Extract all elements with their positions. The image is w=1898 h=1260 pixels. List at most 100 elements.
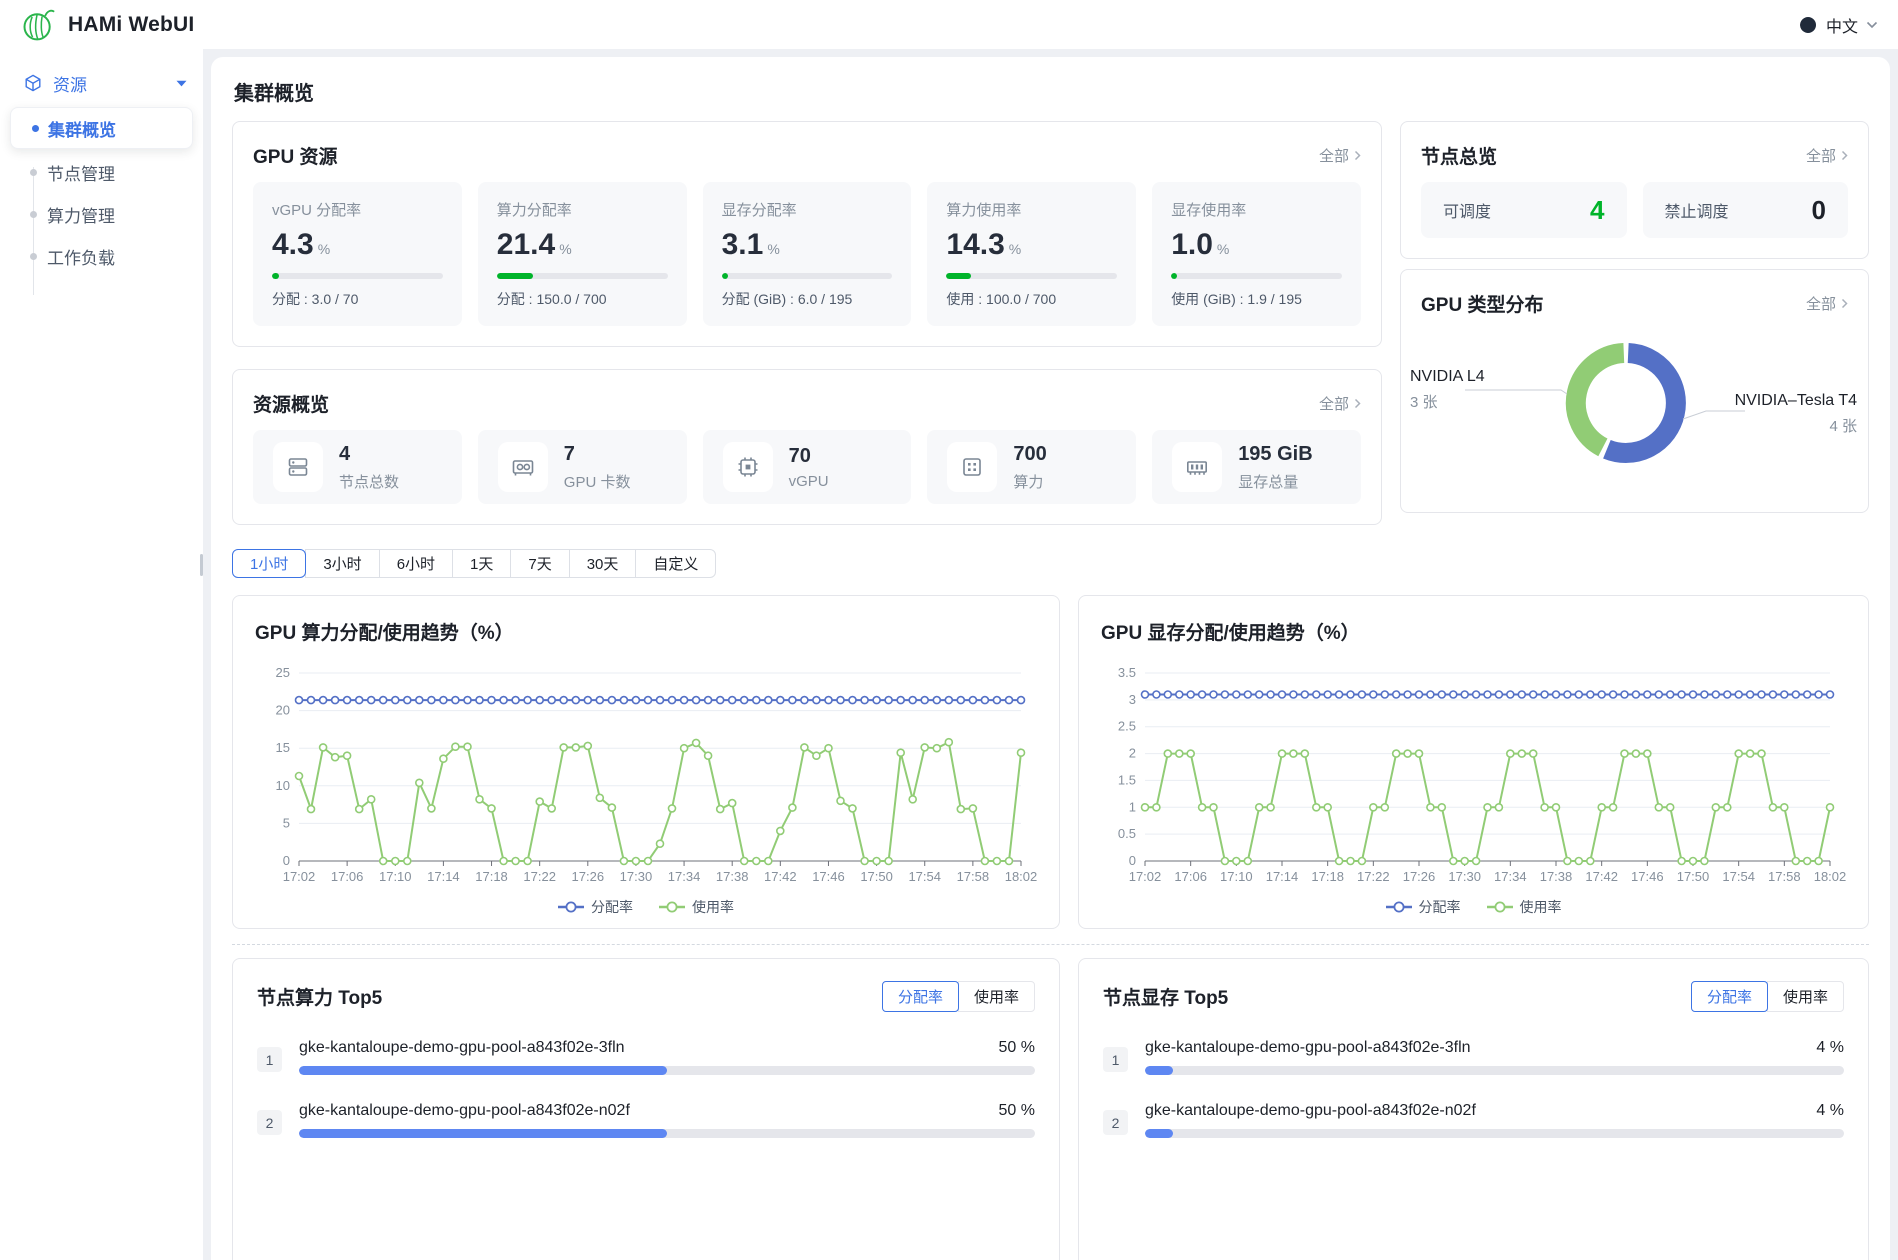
sidebar-collapse-handle[interactable] [200,554,203,576]
gpu-type-view-all-link[interactable]: 全部 [1806,293,1848,314]
node-progress-bar [1145,1066,1844,1075]
svg-text:17:06: 17:06 [1174,869,1207,884]
svg-text:17:34: 17:34 [1494,869,1527,884]
sidebar-item-label: 集群概览 [48,120,116,140]
legend-item[interactable]: 分配率 [558,897,633,917]
time-tab-7天[interactable]: 7天 [510,549,570,578]
chevron-down-icon [1866,21,1878,28]
gpu-type-distribution-title: GPU 类型分布 [1421,295,1544,316]
compute-trend-title: GPU 算力分配/使用趋势（%） [255,623,514,644]
active-dot [32,124,39,132]
time-tab-30天[interactable]: 30天 [568,549,637,578]
legend-item[interactable]: 分配率 [1385,897,1461,917]
svg-text:1.5: 1.5 [1118,772,1136,787]
time-tab-3小时[interactable]: 3小时 [305,549,380,578]
svg-text:17:38: 17:38 [716,869,749,884]
item-dot [30,168,37,176]
gpu-type-distribution-card: GPU 类型分布 全部 NVIDIA L4 3 张 NVID [1400,269,1869,513]
time-tab-6小时[interactable]: 6小时 [378,549,454,578]
memory-trend-legend: 分配率 使用率 [1101,897,1846,917]
view-all-label: 全部 [1318,148,1349,165]
resource-compute: 700 算力 [927,430,1137,504]
page-title: 集群概览 [234,83,314,105]
svg-text:17:58: 17:58 [1768,869,1801,884]
resource-overview-view-all-link[interactable]: 全部 [1319,393,1361,414]
vgpu-icon [722,442,773,492]
sidebar-item-node-management[interactable]: 节点管理 [0,151,203,193]
metric-caption: 使用 (GiB) : 1.9 / 195 [1171,291,1302,307]
metric-compute-allocation: 算力分配率 21.4% 分配 : 150.0 / 700 [477,182,687,326]
svg-text:1: 1 [1129,799,1136,814]
chevron-right-icon [1354,398,1361,409]
svg-text:20: 20 [276,703,290,718]
metric-label: vGPU 分配率 [272,202,362,219]
rank-badge: 1 [257,1047,282,1072]
svg-text:17:50: 17:50 [1677,869,1710,884]
pie-label-nvidia-l4: NVIDIA L4 3 张 [1410,368,1485,412]
time-range-tabs: 1小时 3小时 6小时 1天 7天 30天 自定义 [232,549,717,578]
node-percent: 4 % [1816,1102,1844,1119]
toggle-allocation-rate[interactable]: 分配率 [881,981,959,1012]
metric-vgpu-allocation: vGPU 分配率 4.3% 分配 : 3.0 / 70 [253,182,462,326]
gpu-resources-view-all-link[interactable]: 全部 [1319,145,1361,166]
node-name: gke-kantaloupe-demo-gpu-pool-a843f02e-3f… [1145,1039,1471,1056]
compute-trend-card: GPU 算力分配/使用趋势（%） 0 5 10 15 20 25 17:02 17:06 17:… [232,595,1060,929]
cube-icon [25,74,41,92]
gpu-resources-card: GPU 资源 全部 vGPU 分配率 4.3% 分配 : 3.0 / 70 [232,121,1382,347]
toggle-allocation-rate[interactable]: 分配率 [1690,981,1768,1012]
legend-item[interactable]: 使用率 [1486,897,1562,917]
language-selector[interactable]: 中文 [1797,13,1878,37]
resource-value: 4 [339,442,351,465]
sidebar-item-compute-management[interactable]: 算力管理 [0,193,203,235]
top5-row-1: 1 gke-kantaloupe-demo-gpu-pool-a843f02e-… [1103,1039,1844,1075]
sidebar-section-resources[interactable]: 资源 [0,61,203,105]
rank-badge: 2 [1103,1110,1128,1135]
top5-row-2: 2 gke-kantaloupe-demo-gpu-pool-a843f02e-… [1103,1102,1844,1138]
memory-trend-chart[interactable]: 0 0.5 1 1.5 2 2.5 3 3.5 17:02 17:06 17:10 17:14 17:1… [1101,657,1846,893]
svg-text:3: 3 [1129,692,1136,707]
resource-value: 7 [563,442,575,465]
svg-text:17:26: 17:26 [572,869,605,884]
toggle-usage-rate[interactable]: 使用率 [957,981,1035,1012]
gpu-type-donut-chart[interactable] [1401,316,1868,514]
svg-text:25: 25 [276,665,290,680]
time-tab-1天[interactable]: 1天 [452,549,512,578]
metric-label: 算力使用率 [946,202,1022,219]
sidebar-item-cluster-overview[interactable]: 集群概览 [10,107,193,149]
svg-text:0: 0 [283,853,290,868]
gpu-resources-title: GPU 资源 [253,147,338,168]
node-percent: 50 % [998,1039,1035,1056]
view-all-label: 全部 [1318,396,1349,413]
svg-text:5: 5 [283,815,290,830]
resource-value: 700 [1013,442,1047,465]
section-divider [232,944,1869,945]
node-compute-top5-title: 节点算力 Top5 [257,988,383,1009]
sidebar-item-label: 节点管理 [47,164,115,184]
svg-text:3.5: 3.5 [1118,665,1136,680]
sidebar: 资源 集群概览 节点管理 算力管理 工作负载 [0,49,203,1260]
node-memory-top5-card: 节点显存 Top5 分配率 使用率 1 gke-kantaloupe-demo-… [1078,958,1869,1260]
rank-badge: 2 [257,1110,282,1135]
svg-text:17:30: 17:30 [1448,869,1481,884]
sidebar-item-workloads[interactable]: 工作负载 [0,235,203,277]
pie-slice-count: 4 张 [1829,418,1857,435]
node-percent: 50 % [998,1102,1035,1119]
view-all-label: 全部 [1805,296,1836,313]
node-overview-view-all-link[interactable]: 全部 [1806,145,1848,166]
legend-item[interactable]: 使用率 [659,897,734,917]
toggle-usage-rate[interactable]: 使用率 [1766,981,1844,1012]
unschedulable-stat: 禁止调度 0 [1642,182,1848,238]
compute-trend-chart[interactable]: 0 5 10 15 20 25 17:02 17:06 17:10 17:14 17:18 17:22… [255,657,1037,893]
svg-text:17:10: 17:10 [379,869,412,884]
resource-label: vGPU [788,472,829,490]
time-tab-自定义[interactable]: 自定义 [635,549,717,578]
time-tab-1小时[interactable]: 1小时 [232,549,307,578]
svg-text:17:22: 17:22 [523,869,556,884]
resource-memory-total: 195 GiB 显存总量 [1152,430,1361,504]
top5-row-2: 2 gke-kantaloupe-demo-gpu-pool-a843f02e-… [257,1102,1035,1138]
metric-value: 4.3% [272,228,331,261]
metric-caption: 分配 : 3.0 / 70 [272,291,359,307]
memory-trend-title: GPU 显存分配/使用趋势（%） [1101,623,1360,644]
svg-text:17:10: 17:10 [1220,869,1253,884]
metric-memory-usage: 显存使用率 1.0% 使用 (GiB) : 1.9 / 195 [1152,182,1361,326]
